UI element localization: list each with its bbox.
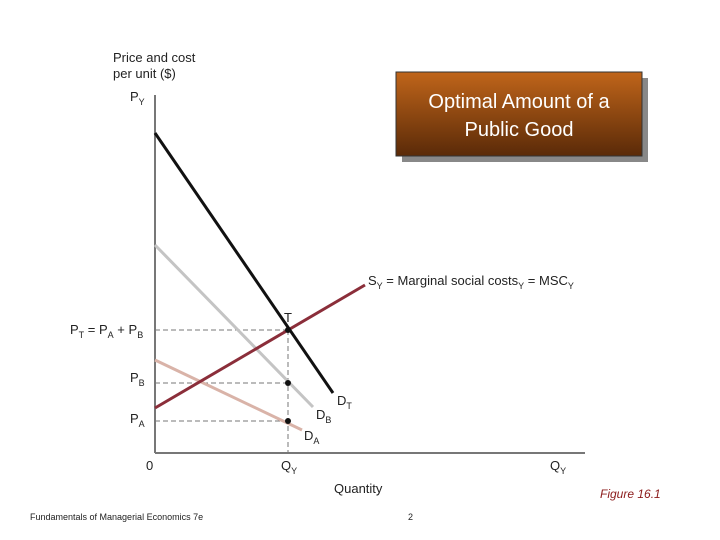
label-p-b: PB — [130, 370, 145, 388]
demand-b — [153, 243, 315, 409]
title-line: Public Good — [465, 119, 574, 141]
point-b — [285, 380, 291, 386]
label-point-t: T — [284, 310, 292, 325]
label-q-y-axis: QY — [550, 458, 566, 476]
label-q-y: QY — [281, 458, 297, 476]
label-subscript: Y — [518, 281, 524, 291]
demand-a — [154, 358, 303, 432]
label-subscript: A — [108, 330, 114, 340]
label-subscript: A — [313, 436, 319, 446]
label-subscript: Y — [568, 281, 574, 291]
label-text: D — [316, 407, 325, 422]
label-subscript: Y — [377, 281, 383, 291]
y-axis-label: per unit ($) — [113, 66, 176, 81]
title-line: Optimal Amount of a — [428, 91, 610, 113]
guides — [155, 329, 289, 453]
point-t — [285, 327, 291, 333]
label-p-t: PT = PA + PB — [70, 322, 143, 340]
y-axis-label: Price and cost — [113, 50, 196, 65]
label-text: P — [70, 322, 79, 337]
label-text: Q — [281, 458, 291, 473]
label-p-y: PY — [130, 89, 145, 107]
title-box — [395, 71, 643, 157]
label-subscript: Y — [291, 466, 297, 476]
label-text: = MSC — [524, 273, 568, 288]
label-supply: SY = Marginal social costsY = MSCY — [368, 273, 574, 291]
label-subscript: B — [139, 378, 145, 388]
label-d-a: DA — [304, 428, 319, 446]
label-text: 0 — [146, 458, 153, 473]
label-text: D — [337, 393, 346, 408]
label-d-t: DT — [337, 393, 352, 411]
label-subscript: B — [325, 415, 331, 425]
label-subscript: T — [79, 330, 85, 340]
label-text: D — [304, 428, 313, 443]
label-subscript: Y — [560, 466, 566, 476]
figure-label: Figure 16.1 — [600, 487, 661, 501]
x-axis-label: Quantity — [334, 481, 383, 496]
label-subscript: Y — [139, 97, 145, 107]
footer-book: Fundamentals of Managerial Economics 7e — [30, 512, 203, 522]
label-d-b: DB — [316, 407, 331, 425]
point-a — [285, 418, 291, 424]
label-subscript: T — [346, 401, 352, 411]
label-text: + P — [114, 322, 138, 337]
label-text: P — [130, 89, 139, 104]
footer-page: 2 — [408, 512, 413, 522]
label-text: Q — [550, 458, 560, 473]
label-text: T — [284, 310, 292, 325]
label-text: S — [368, 273, 377, 288]
supply-curve — [154, 283, 366, 410]
label-text: = P — [84, 322, 108, 337]
demand-total — [153, 132, 335, 394]
label-text: = Marginal social costs — [383, 273, 519, 288]
label-p-a: PA — [130, 411, 145, 429]
label-subscript: B — [137, 330, 143, 340]
label-subscript: A — [139, 419, 145, 429]
label-text: P — [130, 370, 139, 385]
label-origin: 0 — [146, 458, 153, 473]
label-text: P — [130, 411, 139, 426]
